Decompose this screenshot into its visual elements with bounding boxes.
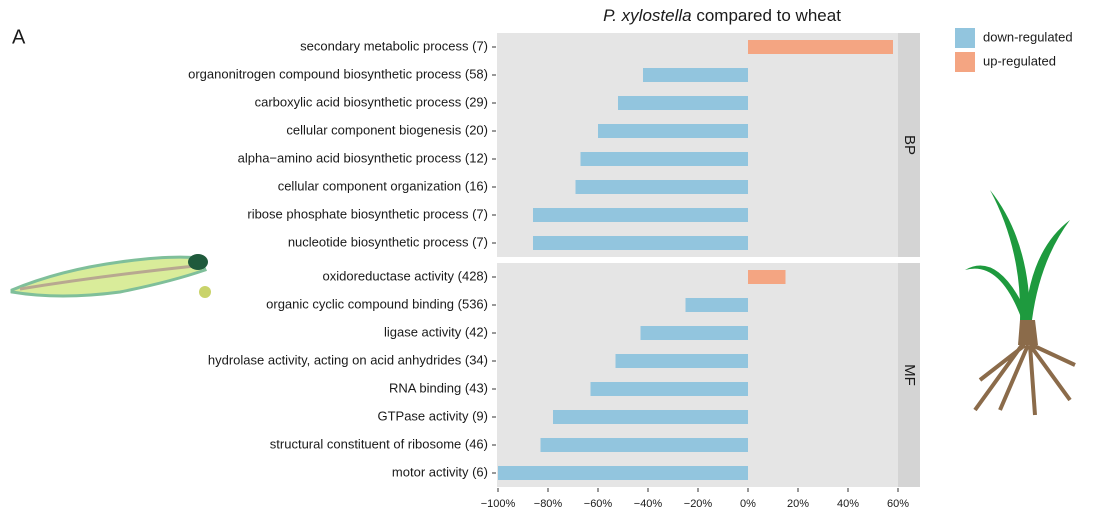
- y-tick-label: cellular component biogenesis (20): [286, 122, 488, 137]
- facet-strip: [898, 263, 920, 487]
- x-tick-label: −20%: [684, 498, 713, 510]
- bar: [580, 152, 748, 166]
- facet-strip: [898, 33, 920, 257]
- bar: [748, 40, 893, 54]
- facet-label: MF: [901, 364, 918, 386]
- bar: [533, 236, 748, 250]
- panel-background: [497, 33, 898, 257]
- y-tick-label: structural constituent of ribosome (46): [270, 436, 488, 451]
- legend-label: up-regulated: [983, 53, 1056, 68]
- y-tick-label: secondary metabolic process (7): [300, 38, 488, 53]
- x-tick-label: 40%: [837, 498, 859, 510]
- panel-background: [497, 263, 898, 487]
- bar: [540, 438, 748, 452]
- legend-swatch: [955, 28, 975, 48]
- x-tick-label: 20%: [787, 498, 809, 510]
- x-tick-label: −60%: [584, 498, 613, 510]
- y-tick-label: organonitrogen compound biosynthetic pro…: [188, 66, 488, 81]
- y-tick-label: alpha−amino acid biosynthetic process (1…: [238, 150, 488, 165]
- x-tick-label: 0%: [740, 498, 756, 510]
- y-tick-label: RNA binding (43): [389, 380, 488, 395]
- x-tick-label: 60%: [887, 498, 909, 510]
- title-text: compared to wheat: [696, 6, 841, 25]
- x-tick-label: −100%: [481, 498, 516, 510]
- wheat-illustration: [965, 190, 1076, 416]
- y-tick-label: hydrolase activity, acting on acid anhyd…: [208, 352, 488, 367]
- y-tick-label: oxidoreductase activity (428): [323, 268, 488, 283]
- bar: [533, 208, 748, 222]
- bar: [748, 270, 786, 284]
- facet-label: BP: [901, 135, 918, 155]
- chart-title: P. xylostella compared to wheat: [603, 6, 841, 25]
- y-tick-label: nucleotide biosynthetic process (7): [288, 234, 488, 249]
- y-tick-label: organic cyclic compound binding (536): [266, 296, 488, 311]
- bar: [615, 354, 748, 368]
- bar: [498, 466, 748, 480]
- legend-label: down-regulated: [983, 29, 1073, 44]
- bar: [598, 124, 748, 138]
- y-tick-label: ribose phosphate biosynthetic process (7…: [247, 206, 488, 221]
- bar: [643, 68, 748, 82]
- y-tick-label: motor activity (6): [392, 464, 488, 479]
- x-tick-label: −40%: [634, 498, 663, 510]
- legend-swatch: [955, 52, 975, 72]
- bar: [553, 410, 748, 424]
- x-tick-label: −80%: [534, 498, 563, 510]
- bar: [618, 96, 748, 110]
- bar: [640, 326, 748, 340]
- title-italic: P. xylostella: [603, 6, 692, 25]
- y-tick-label: cellular component organization (16): [278, 178, 488, 193]
- bar: [685, 298, 748, 312]
- bar: [590, 382, 748, 396]
- panel-label: A: [12, 26, 26, 48]
- caterpillar-illustration: [10, 254, 211, 298]
- y-tick-label: carboxylic acid biosynthetic process (29…: [255, 94, 488, 109]
- y-tick-label: GTPase activity (9): [377, 408, 488, 423]
- y-tick-label: ligase activity (42): [384, 324, 488, 339]
- bar: [575, 180, 748, 194]
